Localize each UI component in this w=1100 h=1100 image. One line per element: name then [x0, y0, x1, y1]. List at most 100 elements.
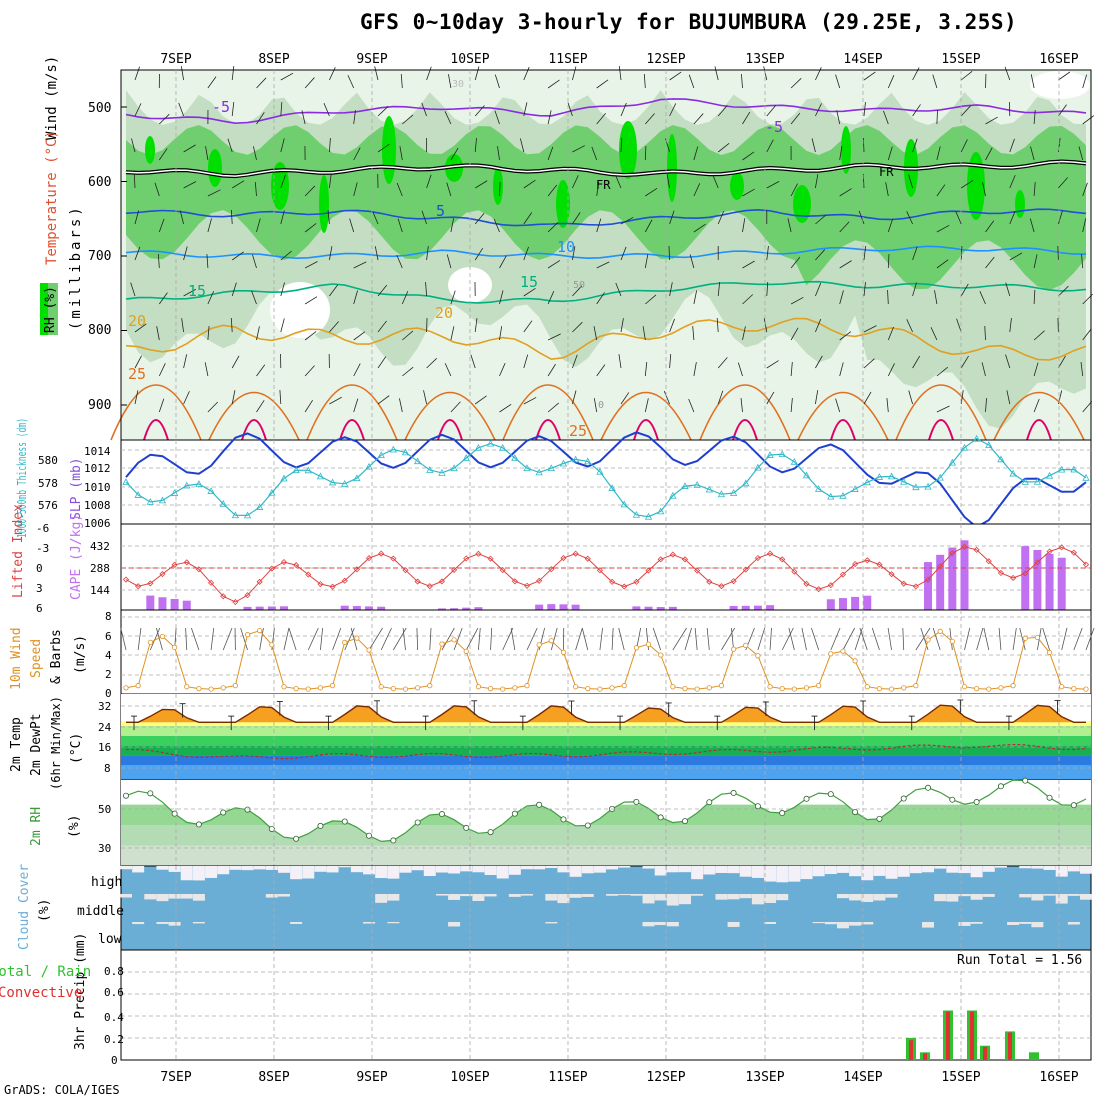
run-total: Run Total = 1.56	[957, 953, 1082, 968]
wind-barb	[231, 355, 240, 369]
wind-barb	[402, 330, 414, 341]
level-600: 600	[88, 175, 111, 190]
wind-barb	[1004, 66, 1011, 81]
cloud-gap-high	[387, 866, 400, 879]
wind-barb	[906, 211, 913, 225]
rh-marker	[803, 795, 810, 802]
wind-barb	[596, 218, 602, 233]
temp-color-band	[121, 745, 1091, 756]
wind-barb	[666, 174, 670, 189]
cloud-gap-high	[1043, 866, 1056, 871]
wind-barb-10m	[416, 627, 419, 651]
rh-tick-30: 30	[98, 842, 111, 855]
cloud-gap-middle	[277, 894, 290, 897]
wind-barb	[1033, 254, 1038, 269]
contour-20c	[125, 317, 1087, 361]
wind-barb	[207, 291, 215, 305]
cloud-gap-middle	[460, 894, 473, 897]
contour-30c	[830, 419, 856, 441]
wind-barb-10m	[550, 627, 558, 651]
wind-barb	[717, 210, 725, 225]
thk-tick-576: 576	[38, 499, 58, 512]
cloud-gap-high	[350, 866, 363, 873]
thickness-marker	[158, 496, 167, 504]
wind-barb	[960, 245, 963, 261]
thickness-marker	[693, 480, 701, 488]
slp-tick-1014: 1014	[84, 445, 111, 458]
rh-marker	[657, 814, 664, 821]
wind-barb	[474, 212, 485, 225]
wind-barb-10m	[769, 627, 772, 651]
bottom-date-label: 14SEP	[843, 1070, 882, 1085]
wind-barb	[912, 246, 918, 261]
wind-barb	[615, 282, 622, 297]
thickness-marker	[547, 464, 555, 472]
cloud-gap-high	[399, 866, 412, 873]
rh-marker	[220, 809, 227, 816]
li-marker	[949, 550, 956, 557]
thickness-marker	[268, 488, 276, 496]
li-marker	[232, 598, 239, 606]
temp-tick-16: 16	[98, 741, 111, 754]
ylabel-mb: (millibars)	[68, 204, 84, 330]
wind-speed-marker	[961, 684, 968, 690]
rh-tick-50: 50	[98, 803, 111, 816]
thickness-marker	[571, 455, 580, 463]
cloud-gap-high	[557, 866, 570, 873]
wind-barb	[280, 282, 285, 297]
wind-barb	[280, 138, 285, 153]
cloud-gap-middle	[484, 894, 497, 897]
wind-speed-marker	[645, 641, 652, 647]
cape-bar	[182, 600, 191, 610]
wind-barb	[329, 321, 339, 333]
wind-barb	[353, 331, 366, 341]
rh-bright-cell	[271, 162, 289, 210]
contour-25c	[502, 384, 594, 441]
cloud-gap-high	[156, 866, 169, 870]
wind-barb	[134, 355, 142, 369]
wind-barb	[960, 105, 971, 117]
wind-barb	[688, 74, 695, 89]
thickness-marker	[499, 443, 507, 451]
wind-barb	[887, 253, 890, 269]
wind-barb	[523, 66, 530, 81]
precip-convective-bar	[923, 1053, 927, 1060]
rh-bright-cell	[667, 134, 677, 202]
cloud-gap-middle	[387, 894, 400, 901]
cloud-gap-high	[922, 866, 935, 873]
temp-color-band	[121, 725, 1091, 736]
wind-barb	[1082, 74, 1088, 89]
wind-barb	[572, 246, 576, 261]
wind-barb-10m	[932, 627, 941, 651]
cloud-gap-high	[776, 866, 789, 883]
wind-speed-marker	[172, 644, 178, 651]
cape-li-panel: -6 -3 0 3 6 432 288 144 Lifted Index CAP…	[11, 504, 1092, 615]
li-marker	[706, 578, 713, 585]
wind-barb	[279, 390, 282, 405]
rh-bright-cell	[793, 185, 811, 223]
wind-speed-marker	[803, 685, 810, 691]
temp-color-band	[121, 735, 1091, 746]
wind-barb	[930, 327, 938, 341]
wind-barb	[253, 146, 257, 161]
li-marker	[207, 579, 215, 586]
cape-bar	[960, 540, 969, 610]
wind-barb	[717, 357, 728, 369]
wind-barb	[717, 282, 721, 297]
rh-marker	[244, 806, 251, 813]
cloud-gap-middle	[873, 894, 886, 901]
wind-barb	[180, 66, 184, 81]
wind-barb	[231, 390, 236, 405]
label-5: 5	[436, 202, 445, 220]
cloud-gap-middle	[1031, 894, 1044, 901]
li-marker	[426, 583, 433, 590]
li-marker	[244, 592, 251, 599]
wind-barb	[1009, 174, 1016, 189]
wind-barb	[839, 221, 850, 233]
li-marker	[779, 556, 786, 563]
cloud-gap-high	[618, 866, 631, 868]
wind-barb-10m	[288, 627, 297, 651]
wind-barb	[547, 363, 556, 377]
wind-barb	[572, 321, 583, 333]
wind-speed-marker	[390, 686, 396, 692]
